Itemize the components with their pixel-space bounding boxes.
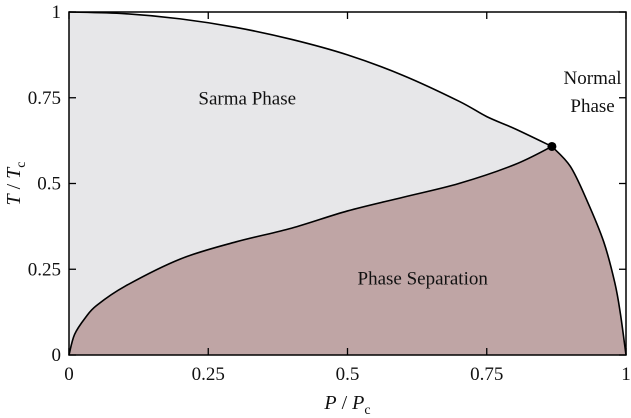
axis-label-denom: T: [3, 166, 25, 179]
y-tick-label: 0: [52, 345, 62, 366]
axis-label-main: T: [3, 193, 25, 206]
axis-label-sub: c: [14, 161, 29, 167]
x-tick-label: 0: [64, 364, 74, 385]
separation-boundary-line: [68, 145, 553, 356]
sarma-region: [69, 12, 552, 355]
region-label: Normal Phase: [564, 68, 622, 117]
axis-label-denom: P: [351, 392, 364, 414]
y-tick-label: 1: [52, 2, 62, 23]
axis-ticks: [68, 11, 627, 356]
x-tick-label: 0.75: [470, 364, 503, 385]
y-tick-label: 0.25: [28, 259, 61, 280]
axis-tick-labels: 0 0.25 0.5 0.75 1 0 0.25 0.5 0.75 1: [28, 2, 631, 385]
axis-label-sub: c: [364, 403, 370, 418]
region-label: Phase Separation: [358, 269, 489, 290]
axis-label-main: P: [323, 392, 336, 414]
axis-labels: P / PcT / Tc: [3, 161, 371, 418]
phase-separation-region: [69, 146, 626, 355]
x-tick-label: 0.5: [336, 364, 360, 385]
x-axis-label: P / Pc: [323, 392, 370, 418]
sarma-boundary-line: [68, 11, 553, 148]
axis-label-sep: /: [337, 392, 353, 414]
x-tick-label: 1: [621, 364, 631, 385]
tricritical-point: [547, 141, 557, 151]
region-label-line: Phase: [570, 96, 614, 117]
y-tick-label: 0.75: [28, 88, 61, 109]
region-label-line: Normal: [564, 68, 622, 89]
y-axis-label: T / Tc: [3, 161, 29, 205]
normal-boundary-line: [551, 145, 627, 356]
region-labels: Sarma Phase Phase Separation Normal Phase: [198, 68, 621, 290]
phase-boundaries: [68, 11, 627, 356]
phase-regions: [69, 12, 626, 355]
axis-label-sep: /: [3, 179, 25, 195]
x-tick-label: 0.25: [192, 364, 225, 385]
y-tick-label: 0.5: [37, 174, 61, 195]
region-label: Sarma Phase: [198, 89, 296, 110]
